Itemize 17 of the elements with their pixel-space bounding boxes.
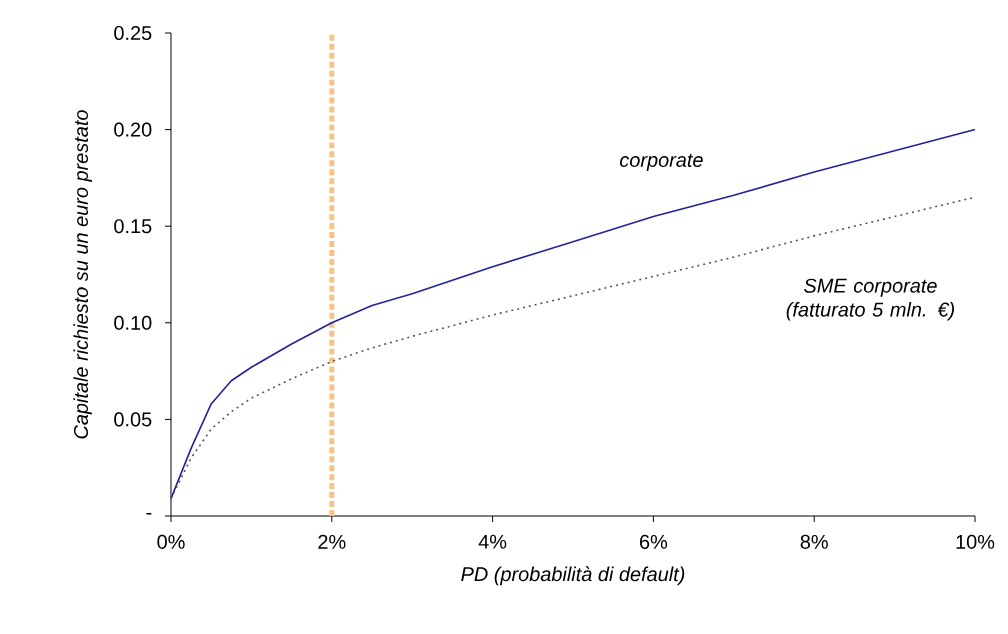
line-series — [170, 128, 976, 500]
series-label: SME corporate (fatturato 5 mln. €) — [786, 278, 954, 321]
x-tick-label: 2% — [318, 534, 346, 549]
y-tick-label: - — [146, 512, 152, 515]
y-tick-label: 0.15 — [114, 219, 152, 234]
y-axis-title: Capitale richiesto su un euro prestato — [73, 110, 92, 439]
x-tick-label: 8% — [800, 534, 828, 549]
series-label: corporate — [620, 153, 703, 171]
x-tick-label: 0% — [157, 534, 185, 549]
x-tick-label: 4% — [478, 534, 507, 549]
y-tick-label: 0.25 — [114, 25, 152, 41]
y-tick-label: 0.10 — [114, 315, 152, 330]
y-tick-label: 0.20 — [114, 122, 152, 137]
x-tick-label: 6% — [640, 534, 668, 549]
y-tick-label: 0.05 — [114, 412, 152, 427]
x-tick-label: 10% — [956, 534, 995, 549]
x-axis-title: PD (probabilità di default) — [461, 566, 685, 586]
